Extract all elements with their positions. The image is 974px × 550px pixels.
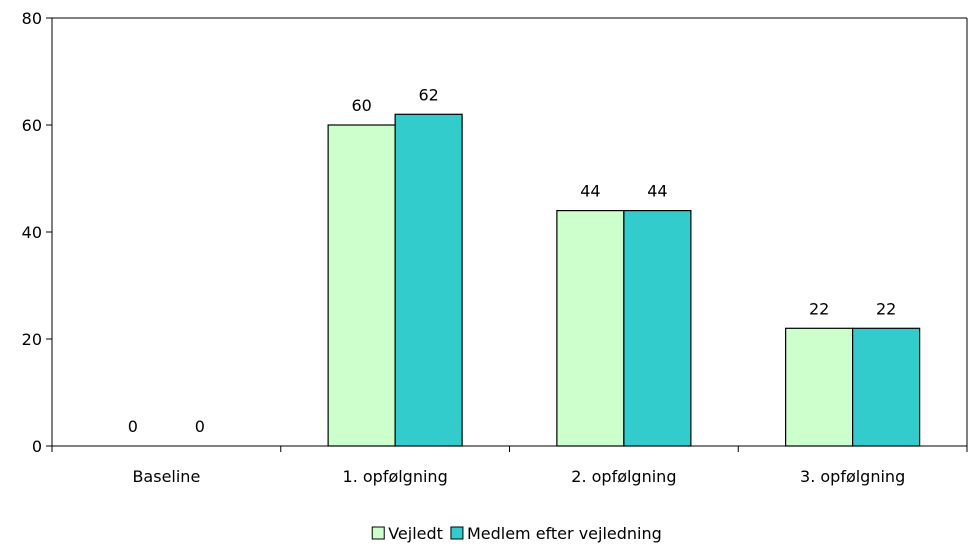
x-tick-label: 3. opfølgning [800,467,905,486]
data-label: 62 [418,85,438,104]
legend-label: Medlem efter vejledning [467,524,662,543]
legend-swatch [371,526,385,540]
data-label: 22 [809,299,829,318]
x-tick-label: 1. opfølgning [343,467,448,486]
bar [394,113,463,447]
bar [327,124,396,447]
legend-label: Vejledt [388,524,443,543]
legend-item: Vejledt [371,524,443,543]
plot-area: 0 20 40 60 80 Baseline 0 0 1. opfølgning 60 62 2. o… [22,9,968,486]
x-tick-label: 2. opfølgning [571,467,676,486]
y-tick-label: 60 [22,116,42,135]
y-tick-label: 40 [22,223,42,242]
y-tick-label: 80 [22,9,42,28]
legend-item: Medlem efter vejledning [450,524,662,543]
data-label: 0 [128,417,138,436]
y-tick-label: 0 [32,437,42,456]
bar [556,210,625,447]
y-tick-label: 20 [22,330,42,349]
bar [623,210,692,447]
legend-swatch [450,526,464,540]
data-label: 0 [195,417,205,436]
bar [785,327,854,447]
data-label: 22 [876,299,896,318]
legend: Vejledt Medlem efter vejledning [371,524,662,543]
x-tick-label: Baseline [132,467,200,486]
data-label: 44 [580,182,600,201]
data-label: 44 [647,182,667,201]
bar [852,327,921,447]
data-label: 60 [351,96,371,115]
